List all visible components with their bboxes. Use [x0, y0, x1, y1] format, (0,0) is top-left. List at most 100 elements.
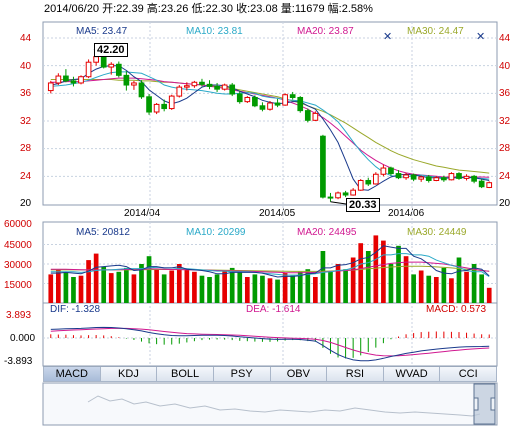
candle-body [168, 95, 175, 110]
quote-header: 2014/06/20 开:22.39 高:23.26 低:22.30 收:23.… [44, 3, 373, 15]
high-value: 23.26 [160, 3, 189, 15]
candle-body [463, 175, 470, 179]
close-value: 23.08 [250, 3, 278, 15]
volume-bar [207, 277, 212, 303]
candle-body [456, 173, 462, 179]
volume-bar [244, 277, 250, 303]
volume-bar [229, 267, 235, 303]
tab-boll[interactable]: BOLL [157, 366, 214, 382]
volume-value: 11679 [294, 3, 325, 15]
low-label: 低: [191, 3, 206, 15]
candle-body [304, 110, 311, 121]
candle-body [108, 63, 115, 68]
price-ma30-legend: MA30: 24.47 [407, 26, 464, 37]
candle-body [448, 173, 455, 181]
candle-body [312, 112, 319, 121]
candle-body [418, 176, 425, 180]
candle-body [259, 105, 266, 110]
price-panel-frame [42, 21, 498, 206]
candle-body [274, 102, 281, 106]
price-tick-left: 36 [20, 88, 32, 99]
price-tick-right: 20 [499, 198, 511, 209]
candle-body [70, 80, 77, 84]
price-tick-left: 20 [20, 198, 32, 209]
volume-bar [214, 274, 220, 303]
tab-obv[interactable]: OBV [270, 366, 328, 382]
close-label: 收: [236, 3, 251, 15]
price-tick-left: 32 [20, 116, 32, 127]
volume-bar [350, 257, 356, 303]
price-ma10-line [50, 71, 490, 180]
volume-bar [343, 269, 348, 303]
open-label: 开: [102, 3, 117, 15]
indicator-tabs: MACD KDJ BOLL PSY OBV RSI WVAD CCI [43, 366, 497, 382]
volume-bar [78, 275, 84, 303]
timeline-left-grip[interactable] [473, 397, 479, 411]
volume-bar [471, 264, 477, 303]
tab-wvad[interactable]: WVAD [383, 366, 441, 382]
volume-bar [328, 271, 333, 303]
price-tick-right: 36 [499, 88, 511, 99]
candle-body [350, 189, 356, 196]
candle-body [184, 85, 190, 88]
tab-cci[interactable]: CCI [440, 366, 497, 382]
candle-body [115, 63, 122, 76]
candle-body [191, 81, 198, 87]
candle-body [282, 94, 288, 106]
volume-bar [403, 256, 409, 303]
tab-macd[interactable]: MACD [43, 366, 101, 382]
candle-body [206, 83, 213, 87]
candle-body [146, 96, 152, 113]
candle-body [221, 84, 228, 90]
candle-body [78, 76, 84, 84]
volume-bar [146, 256, 152, 303]
candle-body [123, 74, 130, 86]
volume-bar [282, 273, 288, 303]
price-tick-right: 40 [499, 61, 511, 72]
candle-body [486, 182, 493, 188]
volume-bar [358, 243, 364, 303]
volume-bar [176, 264, 182, 303]
candle-body [410, 174, 417, 180]
volume-bar [139, 264, 144, 303]
volume-bar [154, 269, 159, 303]
volume-bar [108, 273, 114, 303]
price-tick-left: 40 [20, 61, 32, 72]
timeline-navigator[interactable] [42, 382, 498, 426]
volume-tick: 15000 [4, 280, 32, 291]
volume-bar [131, 274, 137, 303]
change-value: 2.58% [341, 3, 373, 15]
candle-body [380, 167, 387, 175]
volume-bar [313, 277, 318, 303]
candle-body [365, 179, 372, 185]
series-marker-icon: ✕ [383, 31, 392, 43]
volume-bar [267, 278, 273, 303]
volume-bar [373, 235, 379, 303]
volume-bar [479, 274, 485, 303]
volume-bar [63, 271, 69, 303]
low-value: 22.30 [205, 3, 234, 15]
candle-body [161, 103, 168, 110]
volume-bar [449, 278, 454, 303]
candle-body [244, 96, 251, 103]
candle-body [55, 75, 62, 84]
volume-bar [365, 251, 371, 303]
volume-bar [456, 257, 462, 303]
timeline-right-grip[interactable] [490, 397, 496, 411]
volume-bar [184, 269, 190, 303]
volume-bar [93, 253, 99, 303]
macd-tick: 3.893 [6, 310, 32, 321]
candle-body [441, 177, 447, 181]
volume-ma5-legend: MA5: 20812 [76, 227, 130, 238]
candle-body [297, 96, 304, 112]
volume-bar [275, 279, 280, 303]
volume-bar [441, 267, 447, 303]
volume-ma10-legend: MA10: 20299 [186, 227, 246, 238]
price-tick-right: 32 [499, 116, 511, 127]
tab-psy[interactable]: PSY [213, 366, 271, 382]
candle-body [342, 192, 349, 196]
candle-body [236, 93, 243, 103]
candle-body [131, 82, 137, 86]
candle-body [138, 82, 145, 98]
candle-body [267, 102, 273, 110]
